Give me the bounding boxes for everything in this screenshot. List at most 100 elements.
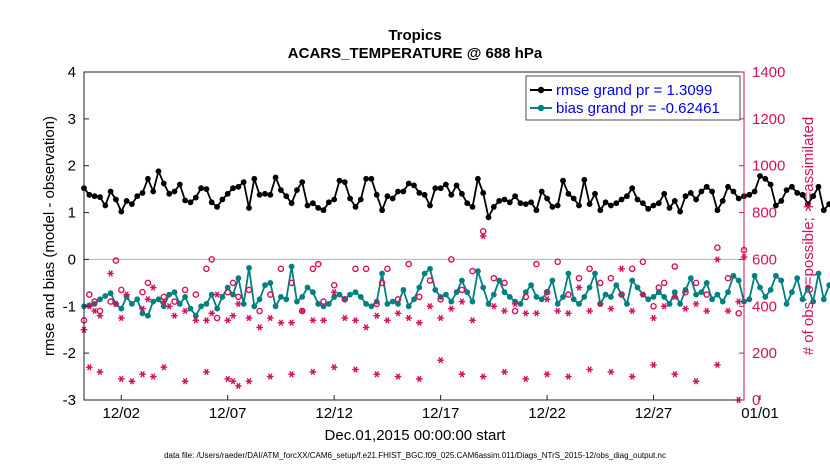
obs-possible-point — [703, 291, 711, 298]
asterisk-stroke — [374, 371, 380, 378]
obs-possible-point — [469, 267, 476, 275]
rmse-point — [325, 199, 332, 206]
rmse-point — [618, 196, 625, 203]
rmse-point — [219, 196, 226, 203]
rmse-point — [416, 190, 423, 196]
obs-assimilated-point — [224, 317, 231, 324]
bias-point — [501, 289, 508, 296]
rmse-point — [719, 198, 726, 204]
bias-point — [549, 277, 556, 284]
rmse-point — [698, 188, 705, 195]
obs-possible-point — [330, 281, 338, 289]
asterisk-stroke — [459, 298, 465, 305]
obs-possible-point — [597, 279, 604, 287]
bias-point — [453, 289, 460, 296]
obs-possible-point — [213, 314, 221, 322]
obs-assimilated-point — [235, 300, 242, 308]
asterisk-stroke — [438, 356, 443, 364]
obs-assimilated-point — [309, 317, 317, 324]
rmse-point — [783, 187, 790, 194]
rmse-point — [86, 191, 93, 198]
asterisk-stroke — [209, 310, 215, 317]
legend-box — [525, 75, 741, 121]
obs-assimilated-point — [597, 300, 604, 308]
obs-possible-point — [384, 265, 391, 273]
bias-point — [118, 305, 125, 312]
asterisk-stroke — [480, 373, 486, 380]
obs-possible-point — [208, 256, 215, 263]
obs-assimilated-point — [288, 371, 295, 378]
obs-possible-point — [565, 291, 572, 298]
rmse-point — [469, 204, 476, 210]
rmse-point — [629, 185, 636, 192]
legend-bias-label: bias grand pr = -0.62461 — [556, 100, 720, 117]
bias-point — [666, 301, 673, 307]
obs-possible-point — [171, 298, 178, 305]
bias-point — [629, 277, 636, 284]
bias-point — [294, 298, 300, 305]
bias-point — [107, 290, 114, 297]
bias-point — [347, 291, 353, 298]
asterisk-stroke — [576, 284, 582, 291]
rmse-point — [214, 204, 221, 210]
obs-assimilated-point — [86, 363, 93, 371]
rmse-point — [224, 190, 231, 197]
obs-assimilated-point — [735, 298, 742, 305]
asterisk-stroke — [363, 324, 369, 331]
obs-assimilated-point — [416, 319, 423, 326]
y2-tick-label: 600 — [752, 251, 777, 268]
asterisk-stroke — [230, 378, 236, 385]
asterisk-stroke — [321, 317, 326, 324]
rmse-point — [687, 190, 694, 196]
bias-point — [198, 303, 205, 310]
bias-point — [671, 289, 678, 296]
asterisk-stroke — [480, 232, 486, 240]
rmse-point — [182, 197, 189, 204]
obs-assimilated-point — [522, 375, 530, 383]
rmse-point — [97, 194, 103, 201]
y-tick-label: 1 — [68, 205, 76, 222]
bias-point — [719, 298, 726, 305]
rmse-point — [171, 188, 178, 195]
asterisk-stroke — [299, 307, 305, 315]
obs-assimilated-point — [341, 314, 349, 322]
obs-assimilated-point — [618, 265, 625, 273]
obs-possible-point — [112, 257, 120, 264]
rmse-point — [506, 199, 513, 206]
x-tick-label: 12/12 — [315, 405, 353, 422]
asterisk-stroke — [145, 296, 151, 303]
y2-tick-label: 400 — [752, 298, 777, 315]
obs-assimilated-point — [235, 382, 242, 390]
rmse-point — [586, 201, 593, 208]
obs-possible-point — [607, 274, 615, 282]
rmse-point — [363, 175, 369, 182]
asterisk-stroke — [182, 378, 188, 385]
asterisk-stroke — [113, 300, 119, 308]
rmse-point — [262, 190, 268, 197]
bias-point — [703, 280, 710, 286]
obs-assimilated-point — [181, 307, 189, 315]
rmse-point — [496, 198, 503, 204]
bias-point — [698, 289, 705, 296]
obs-possible-point — [437, 295, 444, 303]
rmse-point — [570, 195, 577, 202]
bias-point — [528, 282, 534, 289]
x-axis-label: Dec.01,2015 00:00:00 start — [325, 427, 507, 444]
asterisk-stroke — [97, 368, 103, 376]
rmse-point — [459, 190, 465, 197]
obs-possible-point — [352, 265, 359, 273]
asterisk-stroke — [566, 373, 571, 380]
bias-point — [219, 294, 226, 300]
rmse-point — [379, 207, 385, 214]
bias-point — [602, 291, 609, 298]
asterisk-stroke — [331, 289, 337, 296]
y-tick-label: 0 — [68, 251, 76, 268]
rmse-point — [650, 202, 657, 209]
bias-point — [560, 294, 566, 300]
obs-assimilated-point — [458, 371, 466, 378]
bias-point — [176, 301, 183, 307]
bias-point — [650, 294, 657, 300]
bias-point — [304, 284, 311, 291]
obs-assimilated-point — [123, 291, 130, 298]
asterisk-stroke — [124, 291, 129, 298]
